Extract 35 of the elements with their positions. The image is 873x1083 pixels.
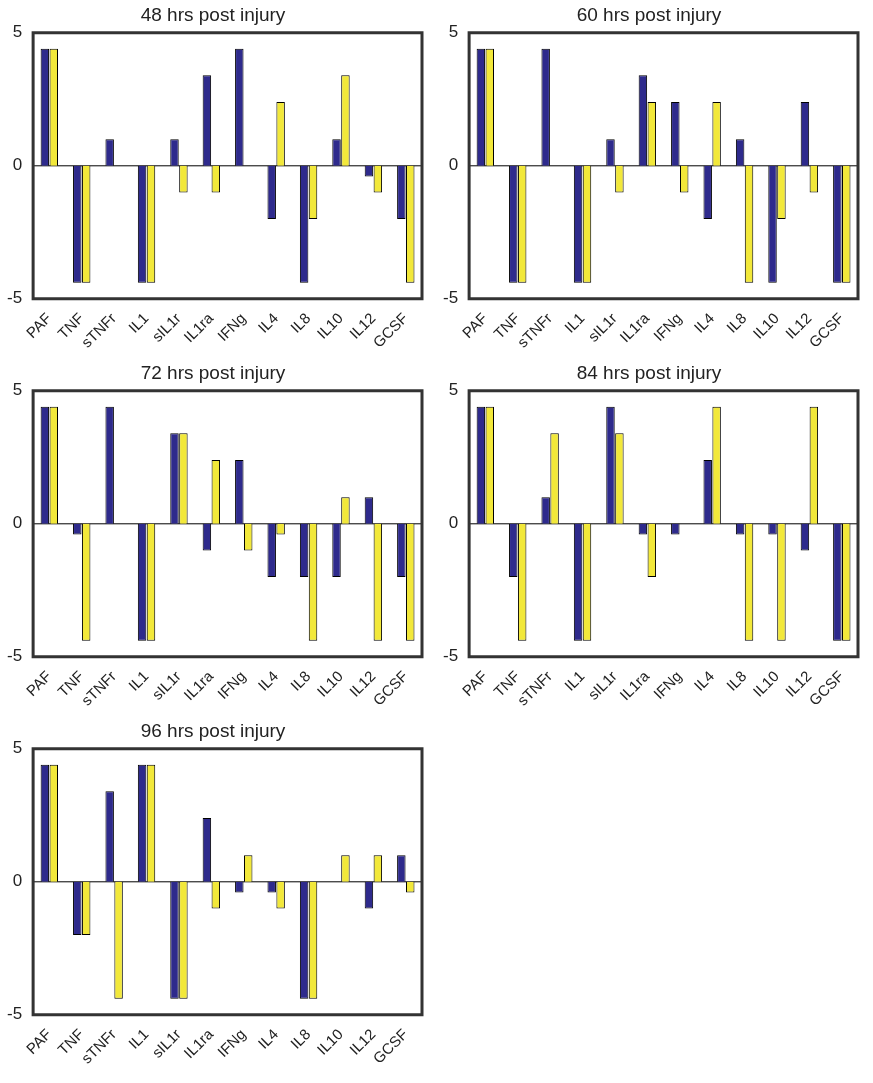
chart-title: 60 hrs post injury <box>576 3 722 25</box>
x-tick-label: IL4 <box>690 309 718 336</box>
x-tick-label: IL4 <box>254 1025 282 1052</box>
x-tick-label: IL4 <box>254 667 282 694</box>
x-tick-label: IL1 <box>124 1025 152 1052</box>
y-tick-label: 0 <box>448 155 459 175</box>
y-tick-label: -5 <box>442 646 459 666</box>
y-tick-label: 5 <box>12 738 23 758</box>
x-tick-label: IL1 <box>124 667 152 694</box>
y-tick-label: 0 <box>448 513 459 533</box>
chart-title: 48 hrs post injury <box>140 3 286 25</box>
y-tick-label: 5 <box>12 22 23 42</box>
x-tick-label: IL8 <box>286 309 314 336</box>
y-tick-label: 5 <box>448 380 459 400</box>
y-tick-label: 0 <box>12 871 23 891</box>
y-tick-label: 5 <box>448 22 459 42</box>
x-tick-label: IL4 <box>690 667 718 694</box>
x-tick-label: IL8 <box>286 1025 314 1052</box>
x-tick-label: IL1 <box>560 667 588 694</box>
y-tick-label: 5 <box>12 380 23 400</box>
chart-title: 72 hrs post injury <box>140 361 286 383</box>
y-tick-label: -5 <box>6 1004 23 1024</box>
y-tick-label: 0 <box>12 513 23 533</box>
y-tick-label: 0 <box>12 155 23 175</box>
x-tick-label: IL4 <box>254 309 282 336</box>
x-tick-label: IL8 <box>722 667 750 694</box>
y-tick-label: -5 <box>6 288 23 308</box>
chart-title: 96 hrs post injury <box>140 719 286 741</box>
x-tick-label: IL8 <box>722 309 750 336</box>
y-tick-label: -5 <box>6 646 23 666</box>
y-tick-label: -5 <box>442 288 459 308</box>
x-tick-label: IL1 <box>124 309 152 336</box>
chart-title: 84 hrs post injury <box>576 361 722 383</box>
x-tick-label: IL8 <box>286 667 314 694</box>
x-tick-label: IL1 <box>560 309 588 336</box>
